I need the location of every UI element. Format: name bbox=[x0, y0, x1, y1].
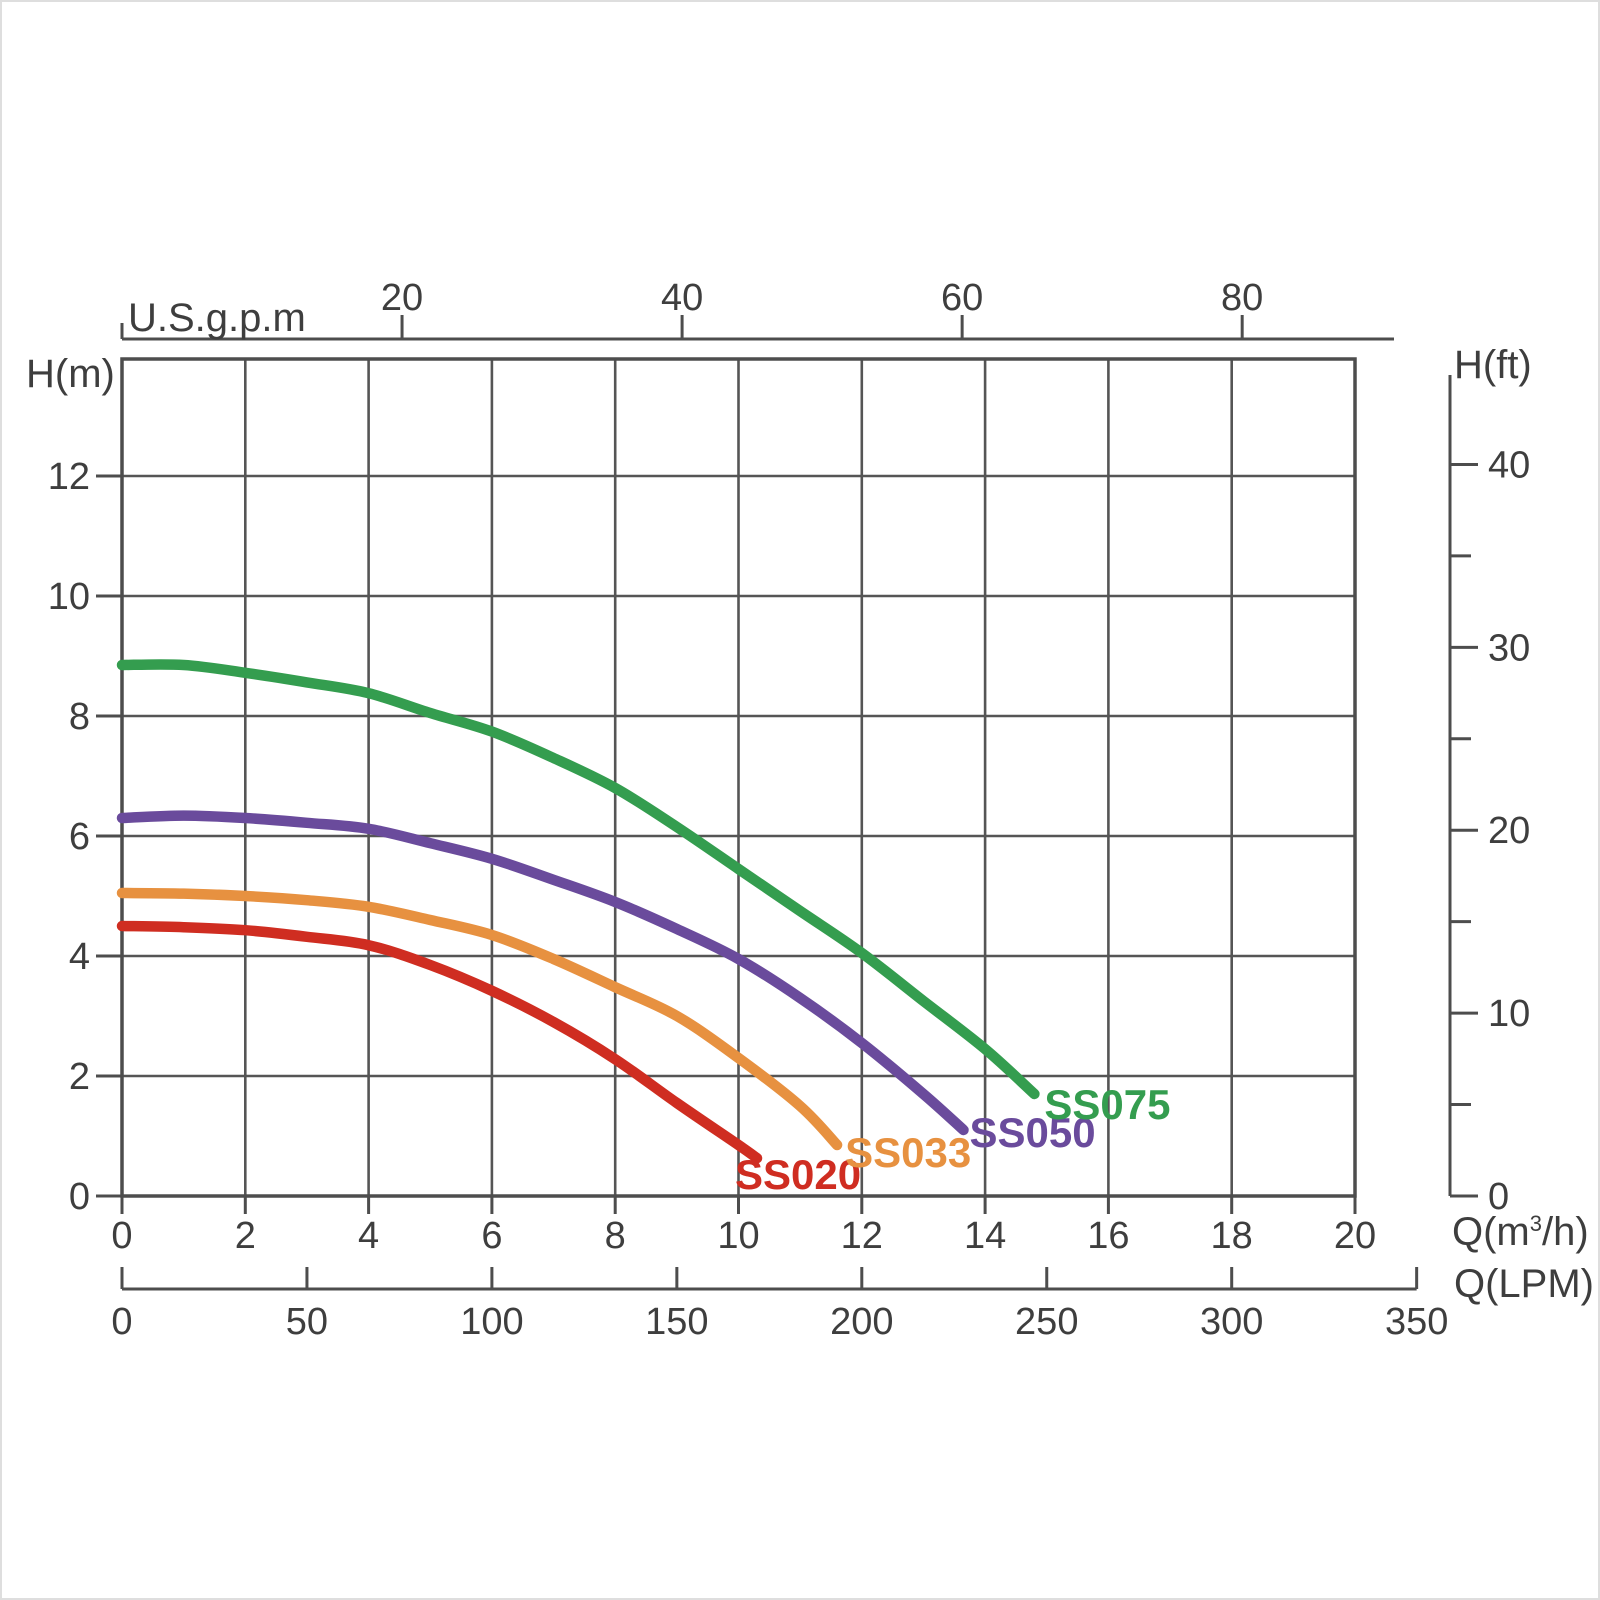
axis-label-head-meters: H(m) bbox=[26, 352, 115, 396]
svg-text:16: 16 bbox=[1087, 1215, 1129, 1257]
svg-text:50: 50 bbox=[286, 1301, 328, 1343]
svg-text:40: 40 bbox=[661, 277, 703, 319]
flow-m3h-prefix: Q(m bbox=[1452, 1210, 1530, 1254]
svg-text:0: 0 bbox=[69, 1176, 90, 1218]
axis-label-head-feet: H(ft) bbox=[1454, 343, 1532, 387]
svg-text:18: 18 bbox=[1211, 1215, 1253, 1257]
svg-text:40: 40 bbox=[1488, 444, 1530, 486]
axis-label-flow-m3h: Q(m3/h) bbox=[1452, 1210, 1589, 1254]
series-label-ss033: SS033 bbox=[845, 1129, 972, 1176]
svg-text:60: 60 bbox=[941, 277, 983, 319]
svg-text:8: 8 bbox=[69, 696, 90, 738]
svg-text:4: 4 bbox=[69, 936, 90, 978]
series-label-ss050: SS050 bbox=[969, 1109, 1096, 1156]
svg-text:20: 20 bbox=[1488, 810, 1530, 852]
series-label-ss020: SS020 bbox=[734, 1151, 862, 1199]
svg-text:10: 10 bbox=[48, 576, 90, 618]
axis-label-usgpm: U.S.g.p.m bbox=[128, 296, 306, 340]
axis-label-flow-lpm: Q(LPM) bbox=[1454, 1262, 1594, 1306]
svg-text:12: 12 bbox=[48, 456, 90, 498]
svg-text:6: 6 bbox=[69, 816, 90, 858]
svg-text:10: 10 bbox=[1488, 993, 1530, 1035]
flow-m3h-suffix: /h) bbox=[1542, 1210, 1589, 1254]
svg-text:10: 10 bbox=[717, 1215, 759, 1257]
svg-text:0: 0 bbox=[1488, 1176, 1509, 1218]
svg-text:0: 0 bbox=[111, 1301, 132, 1343]
svg-text:8: 8 bbox=[605, 1215, 626, 1257]
svg-text:30: 30 bbox=[1488, 627, 1530, 669]
svg-text:20: 20 bbox=[1334, 1215, 1376, 1257]
svg-text:2: 2 bbox=[69, 1056, 90, 1098]
svg-text:4: 4 bbox=[358, 1215, 379, 1257]
svg-text:20: 20 bbox=[381, 277, 423, 319]
svg-text:6: 6 bbox=[481, 1215, 502, 1257]
svg-text:12: 12 bbox=[841, 1215, 883, 1257]
svg-text:14: 14 bbox=[964, 1215, 1006, 1257]
svg-text:80: 80 bbox=[1221, 277, 1263, 319]
svg-text:200: 200 bbox=[830, 1301, 893, 1343]
svg-text:150: 150 bbox=[645, 1301, 708, 1343]
svg-text:300: 300 bbox=[1200, 1301, 1263, 1343]
svg-text:100: 100 bbox=[460, 1301, 523, 1343]
svg-text:0: 0 bbox=[111, 1215, 132, 1257]
flow-m3h-superscript: 3 bbox=[1529, 1211, 1543, 1236]
series-label-ss075: SS075 bbox=[1044, 1081, 1171, 1128]
svg-text:2: 2 bbox=[235, 1215, 256, 1257]
svg-text:350: 350 bbox=[1385, 1301, 1448, 1343]
svg-text:250: 250 bbox=[1015, 1301, 1078, 1343]
